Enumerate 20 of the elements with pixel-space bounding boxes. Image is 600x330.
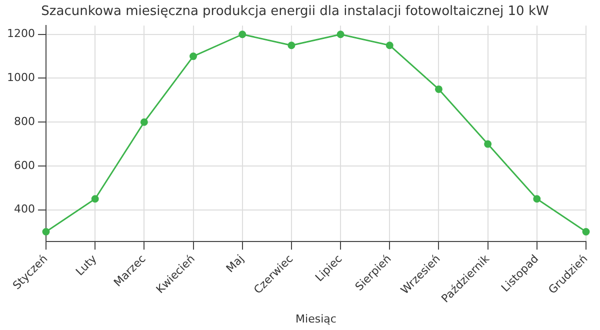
y-tick-label: 400: [14, 202, 35, 216]
x-axis-title: Miesiąc: [296, 312, 336, 326]
point: [336, 30, 344, 38]
x-tick-label: Maj: [224, 252, 247, 276]
point: [140, 118, 148, 126]
point: [434, 85, 442, 93]
point: [386, 42, 394, 50]
point: [190, 52, 198, 60]
y-tick-label: 800: [14, 114, 35, 128]
point: [42, 228, 50, 236]
y-tick-label: 600: [14, 158, 35, 172]
point: [91, 195, 99, 203]
y-tick-label: 1000: [6, 71, 35, 84]
y-tick-label: 1200: [6, 27, 35, 40]
point: [238, 30, 246, 38]
point: [533, 195, 541, 203]
point: [484, 140, 492, 148]
point: [288, 42, 296, 50]
point: [582, 228, 590, 236]
chart-title: Szacunkowa miesięczna produkcja energii dla instalacji fotowoltaicznej 10 kW: [41, 4, 549, 20]
